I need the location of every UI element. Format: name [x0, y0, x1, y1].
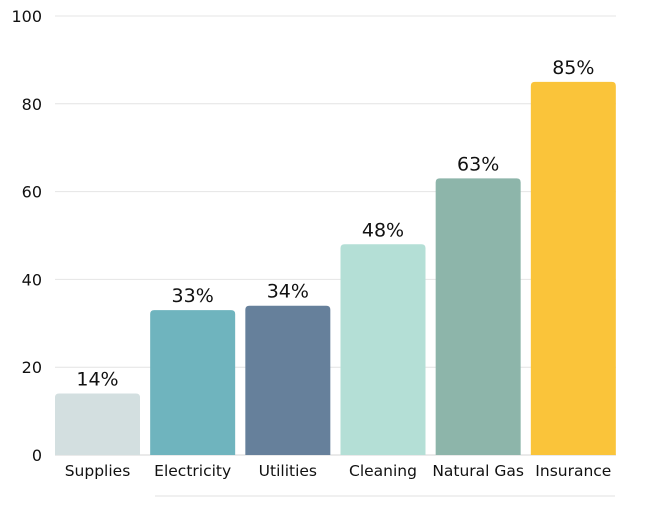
y-tick-label: 20 [22, 358, 42, 377]
x-axis-ticks: Supplies Electricity Utilities Cleaning Natu… [65, 462, 612, 480]
x-tick-label: Supplies [65, 462, 131, 480]
x-tick-label: Cleaning [349, 462, 417, 480]
bars [55, 81, 616, 455]
y-tick-label: 0 [32, 446, 42, 465]
gridlines [55, 15, 616, 456]
y-tick-label: 60 [22, 183, 42, 202]
y-axis-ticks: 0 20 40 60 80 100 [11, 7, 42, 465]
data-label: 14% [76, 369, 118, 391]
bar-natural-gas [435, 178, 521, 455]
bar-insurance [530, 81, 616, 455]
data-label: 33% [172, 285, 214, 307]
bar-cleaning [340, 244, 426, 455]
bar-electricity [150, 310, 236, 455]
x-tick-label: Electricity [154, 462, 231, 480]
bar-utilities [245, 305, 331, 455]
data-label: 34% [267, 281, 309, 303]
data-label: 85% [552, 57, 594, 79]
y-tick-label: 100 [11, 7, 42, 26]
x-tick-label: Insurance [535, 462, 611, 480]
data-label: 63% [457, 153, 499, 175]
data-labels: 14% 33% 34% 48% 63% 85% [76, 57, 594, 391]
data-label: 48% [362, 219, 404, 241]
x-tick-label: Natural Gas [432, 462, 524, 480]
y-tick-label: 80 [22, 95, 42, 114]
y-tick-label: 40 [22, 270, 42, 289]
x-tick-label: Utilities [259, 462, 317, 480]
bar-supplies [55, 393, 140, 455]
